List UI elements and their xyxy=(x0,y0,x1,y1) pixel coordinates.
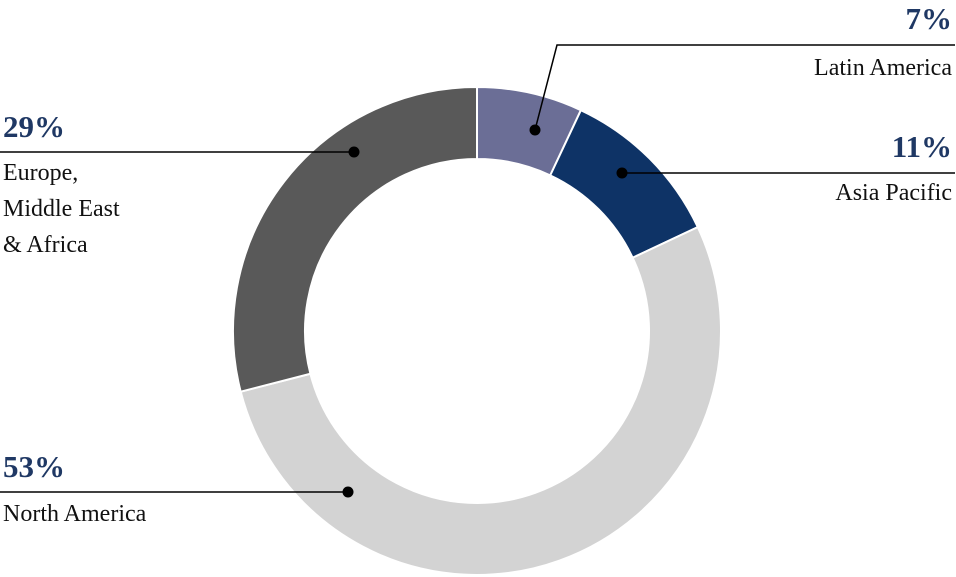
leader-dot-emea xyxy=(348,146,360,158)
value-label-emea: 29% xyxy=(3,109,65,144)
leader-line-latin-america xyxy=(534,44,955,131)
leader-dot-asia-pacific xyxy=(616,167,628,179)
slice-europe-middle-east-africa xyxy=(232,85,478,393)
label-north-america: North America xyxy=(3,501,147,527)
label-latin-america: Latin America xyxy=(814,55,952,81)
value-label-north-america: 53% xyxy=(3,449,65,484)
label-emea-line-1: Europe, xyxy=(3,160,79,186)
leader-dot-north-america xyxy=(342,486,354,498)
leader-dot-latin-america xyxy=(529,124,541,136)
label-emea-line-3: & Africa xyxy=(3,232,88,258)
value-label-latin-america: 7% xyxy=(905,1,953,36)
label-asia-pacific: Asia Pacific xyxy=(835,180,952,206)
label-emea: Europe, Middle East & Africa xyxy=(3,155,120,263)
value-label-asia-pacific: 11% xyxy=(891,129,952,164)
slice-north-america xyxy=(239,225,722,577)
label-emea-line-2: Middle East xyxy=(3,196,120,222)
slice-asia-pacific xyxy=(548,108,700,260)
